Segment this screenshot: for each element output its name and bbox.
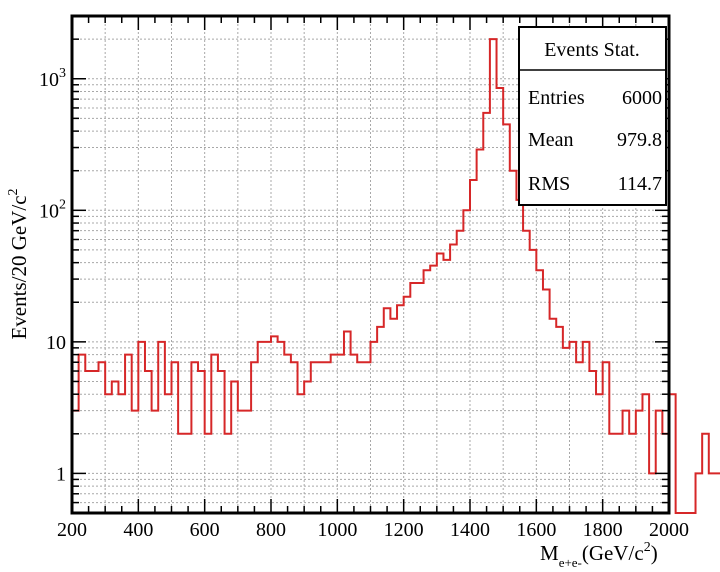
x-tick-label: 2000 (649, 519, 689, 541)
stats-title: Events Stat. (544, 39, 640, 61)
x-tick-label: 400 (123, 519, 153, 541)
stats-rms-value: 114.7 (618, 173, 662, 195)
y-tick-labels: 1 10 102 103 (39, 66, 66, 486)
x-tick-label: 1200 (384, 519, 424, 541)
x-tick-label: 1600 (516, 519, 556, 541)
stats-mean-value: 979.8 (617, 129, 662, 151)
histogram-series-line (71, 38, 720, 514)
x-tick-labels: 200 400 600 800 1000 1200 1400 1600 1800 2000 (57, 519, 689, 541)
y-axis-title: Events/20 GeV/c2 (6, 188, 31, 339)
x-tick-label: 600 (190, 519, 220, 541)
stats-entries-label: Entries (528, 87, 585, 109)
y-tick-label: 10 (46, 332, 66, 354)
stats-entries-value: 6000 (622, 87, 662, 109)
x-tick-label: 200 (57, 519, 87, 541)
y-tick-label: 103 (39, 66, 66, 91)
x-tick-label: 1800 (583, 519, 623, 541)
stats-mean-label: Mean (528, 129, 574, 151)
x-tick-label: 1000 (317, 519, 357, 541)
x-tick-label: 1400 (450, 519, 490, 541)
stats-rms-label: RMS (528, 173, 570, 195)
stats-box: Events Stat. Entries 6000 Mean 979.8 RMS… (518, 26, 667, 206)
axis-ticks (71, 16, 670, 513)
stats-box-frame (518, 26, 667, 206)
y-tick-label: 1 (56, 463, 66, 485)
x-axis-title: Me+e-(GeV/c2) (540, 540, 658, 570)
y-tick-label: 102 (39, 197, 66, 222)
x-tick-label: 800 (256, 519, 286, 541)
